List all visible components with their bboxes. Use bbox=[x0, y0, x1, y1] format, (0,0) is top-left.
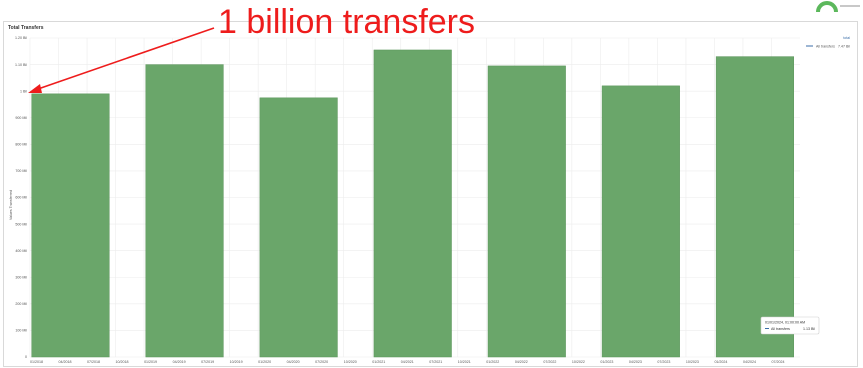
x-tick-label: 07/2018 bbox=[87, 360, 100, 364]
tooltip: 01/01/2024, 01:00:00 AM All transfers 1.… bbox=[760, 316, 820, 335]
x-tick-label: 01/2022 bbox=[486, 360, 499, 364]
bar-2024[interactable] bbox=[715, 56, 794, 358]
x-tick-label: 04/2020 bbox=[287, 360, 300, 364]
tooltip-box bbox=[760, 316, 820, 335]
x-tick-label: 07/2021 bbox=[429, 360, 442, 364]
x-tick-label: 01/2021 bbox=[372, 360, 385, 364]
bar-2018[interactable] bbox=[31, 93, 110, 358]
y-tick-label: 1 Bil bbox=[20, 89, 27, 93]
x-tick-label: 04/2022 bbox=[515, 360, 528, 364]
y-tick-label: 1.10 Bil bbox=[15, 63, 27, 67]
bar-2020[interactable] bbox=[259, 97, 338, 358]
y-tick-label: 900 Mil bbox=[15, 116, 27, 120]
bar-2019[interactable] bbox=[145, 64, 224, 358]
y-axis-ticks: 0 100 Mil 200 Mil 300 Mil 400 Mil 500 Mil 600 … bbox=[15, 36, 27, 359]
x-tick-label: 10/2018 bbox=[116, 360, 129, 364]
legend: total All transfers 7.47 Bil bbox=[806, 36, 850, 48]
y-tick-label: 800 Mil bbox=[15, 143, 27, 147]
bar-2021[interactable] bbox=[373, 49, 452, 358]
x-tick-label: 01/2023 bbox=[600, 360, 613, 364]
x-tick-label: 04/2018 bbox=[59, 360, 72, 364]
y-tick-label: 100 Mil bbox=[15, 329, 27, 333]
y-tick-label: 1.20 Bil bbox=[15, 36, 27, 40]
annotation-text: 1 billion transfers bbox=[218, 3, 476, 41]
x-tick-label: 04/2019 bbox=[173, 360, 186, 364]
y-tick-label: 0 bbox=[25, 355, 27, 359]
x-tick-label: 04/2023 bbox=[629, 360, 642, 364]
tooltip-time: 01/01/2024, 01:00:00 AM bbox=[765, 321, 805, 325]
x-tick-label: 01/2019 bbox=[144, 360, 157, 364]
x-tick-label: 10/2020 bbox=[344, 360, 357, 364]
x-tick-label: 07/2022 bbox=[543, 360, 556, 364]
bar-2023[interactable] bbox=[601, 85, 680, 358]
x-tick-label: 07/2020 bbox=[315, 360, 328, 364]
x-tick-label: 01/2020 bbox=[258, 360, 271, 364]
annotation-arrow bbox=[28, 27, 215, 93]
y-tick-label: 400 Mil bbox=[15, 249, 27, 253]
x-tick-label: 07/2019 bbox=[201, 360, 214, 364]
y-tick-label: 200 Mil bbox=[15, 302, 27, 306]
bar-2022[interactable] bbox=[487, 65, 566, 358]
x-tick-label: 10/2021 bbox=[458, 360, 471, 364]
x-tick-label: 07/2023 bbox=[657, 360, 670, 364]
bar-series bbox=[31, 49, 794, 358]
y-tick-label: 300 Mil bbox=[15, 275, 27, 279]
x-tick-label: 07/2024 bbox=[771, 360, 784, 364]
x-tick-label: 10/2023 bbox=[686, 360, 699, 364]
legend-item-value: 7.47 Bil bbox=[838, 44, 850, 48]
legend-item-label[interactable]: All transfers bbox=[816, 44, 835, 48]
y-tick-label: 500 Mil bbox=[15, 222, 27, 226]
logo bbox=[816, 1, 860, 12]
x-axis-ticks: 01/2018 04/2018 07/2018 10/2018 01/2019 04/20… bbox=[30, 360, 784, 364]
x-tick-label: 01/2018 bbox=[30, 360, 43, 364]
y-tick-label: 600 Mil bbox=[15, 196, 27, 200]
x-tick-label: 04/2024 bbox=[743, 360, 756, 364]
x-tick-label: 10/2019 bbox=[230, 360, 243, 364]
x-tick-label: 10/2022 bbox=[572, 360, 585, 364]
y-tick-label: 700 Mil bbox=[15, 169, 27, 173]
x-tick-label: 04/2021 bbox=[401, 360, 414, 364]
tooltip-value: 1.13 Bil bbox=[803, 327, 815, 331]
legend-header: total bbox=[843, 36, 850, 40]
panel-title: Total Transfers bbox=[8, 25, 44, 31]
y-axis-title: Values Transferred bbox=[9, 190, 13, 220]
x-tick-label: 01/2024 bbox=[714, 360, 727, 364]
tooltip-series-label: All transfers bbox=[771, 327, 790, 331]
